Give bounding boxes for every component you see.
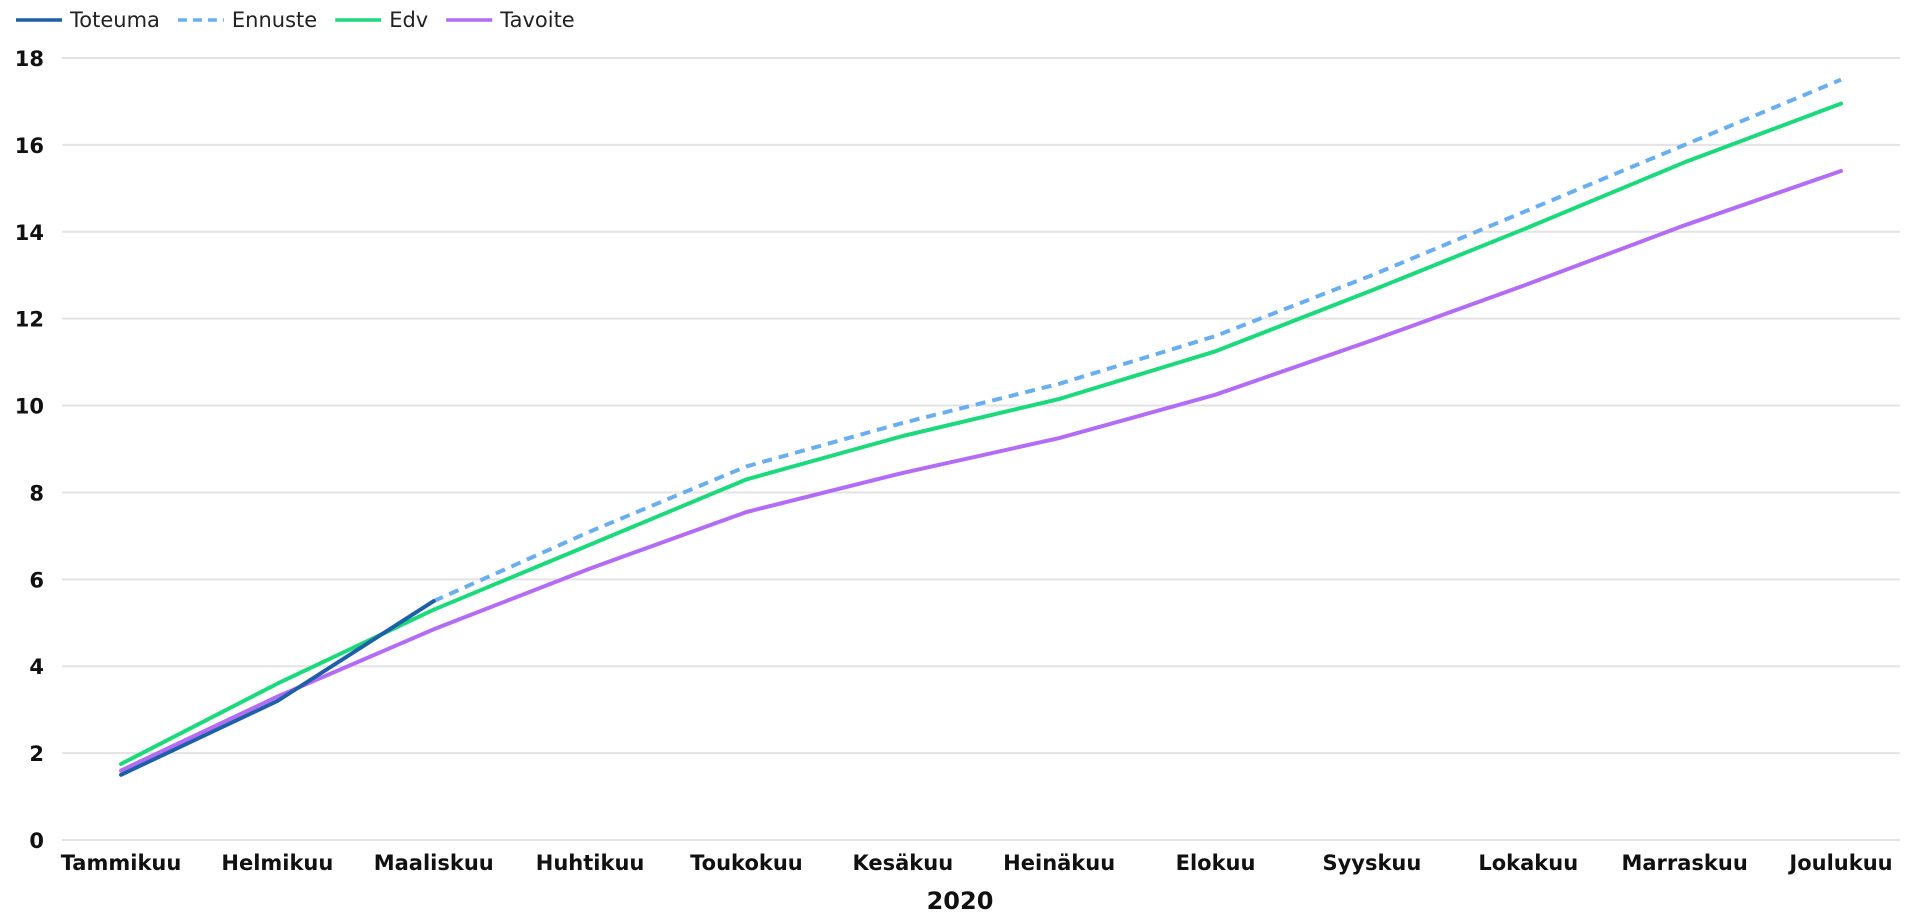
series-lines [119,77,1843,777]
y-tick-label: 16 [15,134,44,158]
x-axis-ticks: Tammikuu Helmikuu Maaliskuu Huhtikuu Toukoku… [61,851,1893,875]
y-tick-label: 0 [29,829,44,853]
gridlines [62,57,1900,841]
legend-label-edv: Edv [389,8,428,32]
y-tick-label: 6 [29,568,44,592]
legend: Toteuma Ennuste Edv Tavoite [16,8,575,32]
series-line-ennuste [432,77,1842,603]
y-tick-label: 8 [29,481,44,505]
y-tick-label: 18 [15,47,44,71]
x-tick-label: Marraskuu [1621,851,1747,875]
x-tick-label: Lokakuu [1478,851,1578,875]
legend-label-toteuma: Toteuma [69,8,160,32]
series-line-tavoite [119,169,1843,773]
x-tick-label: Maaliskuu [374,851,494,875]
x-tick-label: Toukokuu [690,851,803,875]
x-axis-title: 2020 [927,887,994,912]
series-line-edv [119,101,1843,766]
legend-label-ennuste: Ennuste [232,8,317,32]
y-tick-label: 14 [15,221,44,245]
x-tick-label: Elokuu [1176,851,1256,875]
legend-label-tavoite: Tavoite [499,8,574,32]
x-tick-label: Kesäkuu [852,851,953,875]
y-tick-label: 12 [15,308,44,332]
series-line-toteuma [119,599,436,777]
x-tick-label: Tammikuu [61,851,182,875]
y-tick-label: 10 [15,395,44,419]
x-tick-label: Syyskuu [1322,851,1421,875]
x-tick-label: Joulukuu [1787,851,1892,875]
y-axis-ticks: 0 2 4 6 8 10 12 14 16 18 [15,47,44,853]
x-tick-label: Huhtikuu [536,851,645,875]
y-tick-label: 4 [29,655,44,679]
y-tick-label: 2 [29,742,44,766]
x-tick-label: Helmikuu [221,851,333,875]
x-tick-label: Heinäkuu [1003,851,1115,875]
